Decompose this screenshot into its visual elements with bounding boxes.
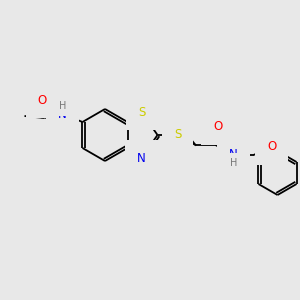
Text: S: S — [138, 106, 145, 118]
Text: H: H — [59, 101, 66, 111]
Text: O: O — [213, 121, 222, 134]
Text: N: N — [58, 107, 67, 121]
Text: N: N — [229, 148, 238, 161]
Text: H: H — [230, 158, 237, 168]
Text: N: N — [137, 152, 146, 164]
Text: O: O — [38, 94, 47, 106]
Text: O: O — [267, 140, 276, 154]
Text: S: S — [174, 128, 181, 142]
